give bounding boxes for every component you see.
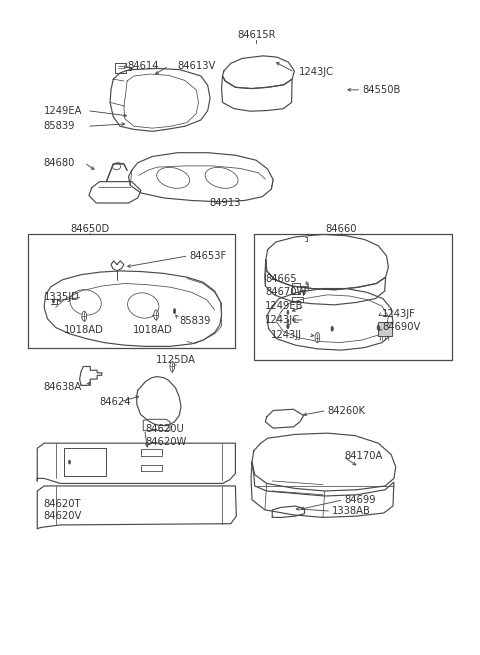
Text: 1018AD: 1018AD	[132, 325, 172, 335]
Ellipse shape	[82, 311, 86, 321]
Ellipse shape	[377, 325, 379, 330]
Text: 1335JD: 1335JD	[44, 292, 80, 303]
Text: 1338AB: 1338AB	[332, 506, 371, 516]
Text: 84680: 84680	[44, 158, 75, 168]
Text: 84620W: 84620W	[145, 437, 187, 447]
Text: 84670W: 84670W	[265, 288, 307, 297]
Ellipse shape	[287, 319, 289, 323]
Text: 1243JC: 1243JC	[265, 315, 300, 325]
Text: 84699: 84699	[344, 495, 376, 505]
Text: 1243JF: 1243JF	[382, 309, 416, 319]
Text: 84615R: 84615R	[237, 29, 276, 39]
Ellipse shape	[154, 310, 158, 320]
Bar	[378, 322, 392, 336]
Text: 1018AD: 1018AD	[63, 325, 103, 335]
Text: 1243JC: 1243JC	[299, 67, 334, 77]
Ellipse shape	[287, 324, 289, 329]
Ellipse shape	[170, 362, 175, 371]
Text: 84613V: 84613V	[178, 61, 216, 71]
Text: 1125DA: 1125DA	[156, 355, 195, 365]
Text: 84620U: 84620U	[145, 424, 184, 434]
Ellipse shape	[173, 309, 176, 314]
Text: 84624: 84624	[100, 397, 132, 407]
Text: 84614: 84614	[127, 61, 158, 71]
Text: 1243JJ: 1243JJ	[271, 330, 302, 340]
Ellipse shape	[316, 335, 318, 339]
Ellipse shape	[69, 460, 71, 464]
Text: 84620V: 84620V	[44, 511, 82, 521]
Ellipse shape	[315, 333, 320, 343]
Text: 84260K: 84260K	[327, 405, 366, 415]
Text: 84638A: 84638A	[44, 382, 82, 392]
Text: 84550B: 84550B	[362, 84, 400, 95]
Ellipse shape	[331, 326, 333, 331]
Ellipse shape	[52, 299, 54, 303]
Text: 84690V: 84690V	[382, 322, 420, 333]
Text: 84653F: 84653F	[189, 251, 227, 261]
Text: 85839: 85839	[44, 121, 75, 131]
Text: 84660: 84660	[325, 225, 357, 234]
Text: 1249EB: 1249EB	[265, 301, 304, 311]
Text: 1249EA: 1249EA	[44, 105, 82, 115]
Text: 84620T: 84620T	[44, 498, 81, 508]
Text: 84650D: 84650D	[71, 225, 110, 234]
Text: 84913: 84913	[209, 198, 241, 208]
Ellipse shape	[287, 310, 289, 314]
Text: 85839: 85839	[179, 316, 211, 326]
Text: 84170A: 84170A	[344, 451, 383, 461]
Text: 84665: 84665	[265, 274, 297, 284]
